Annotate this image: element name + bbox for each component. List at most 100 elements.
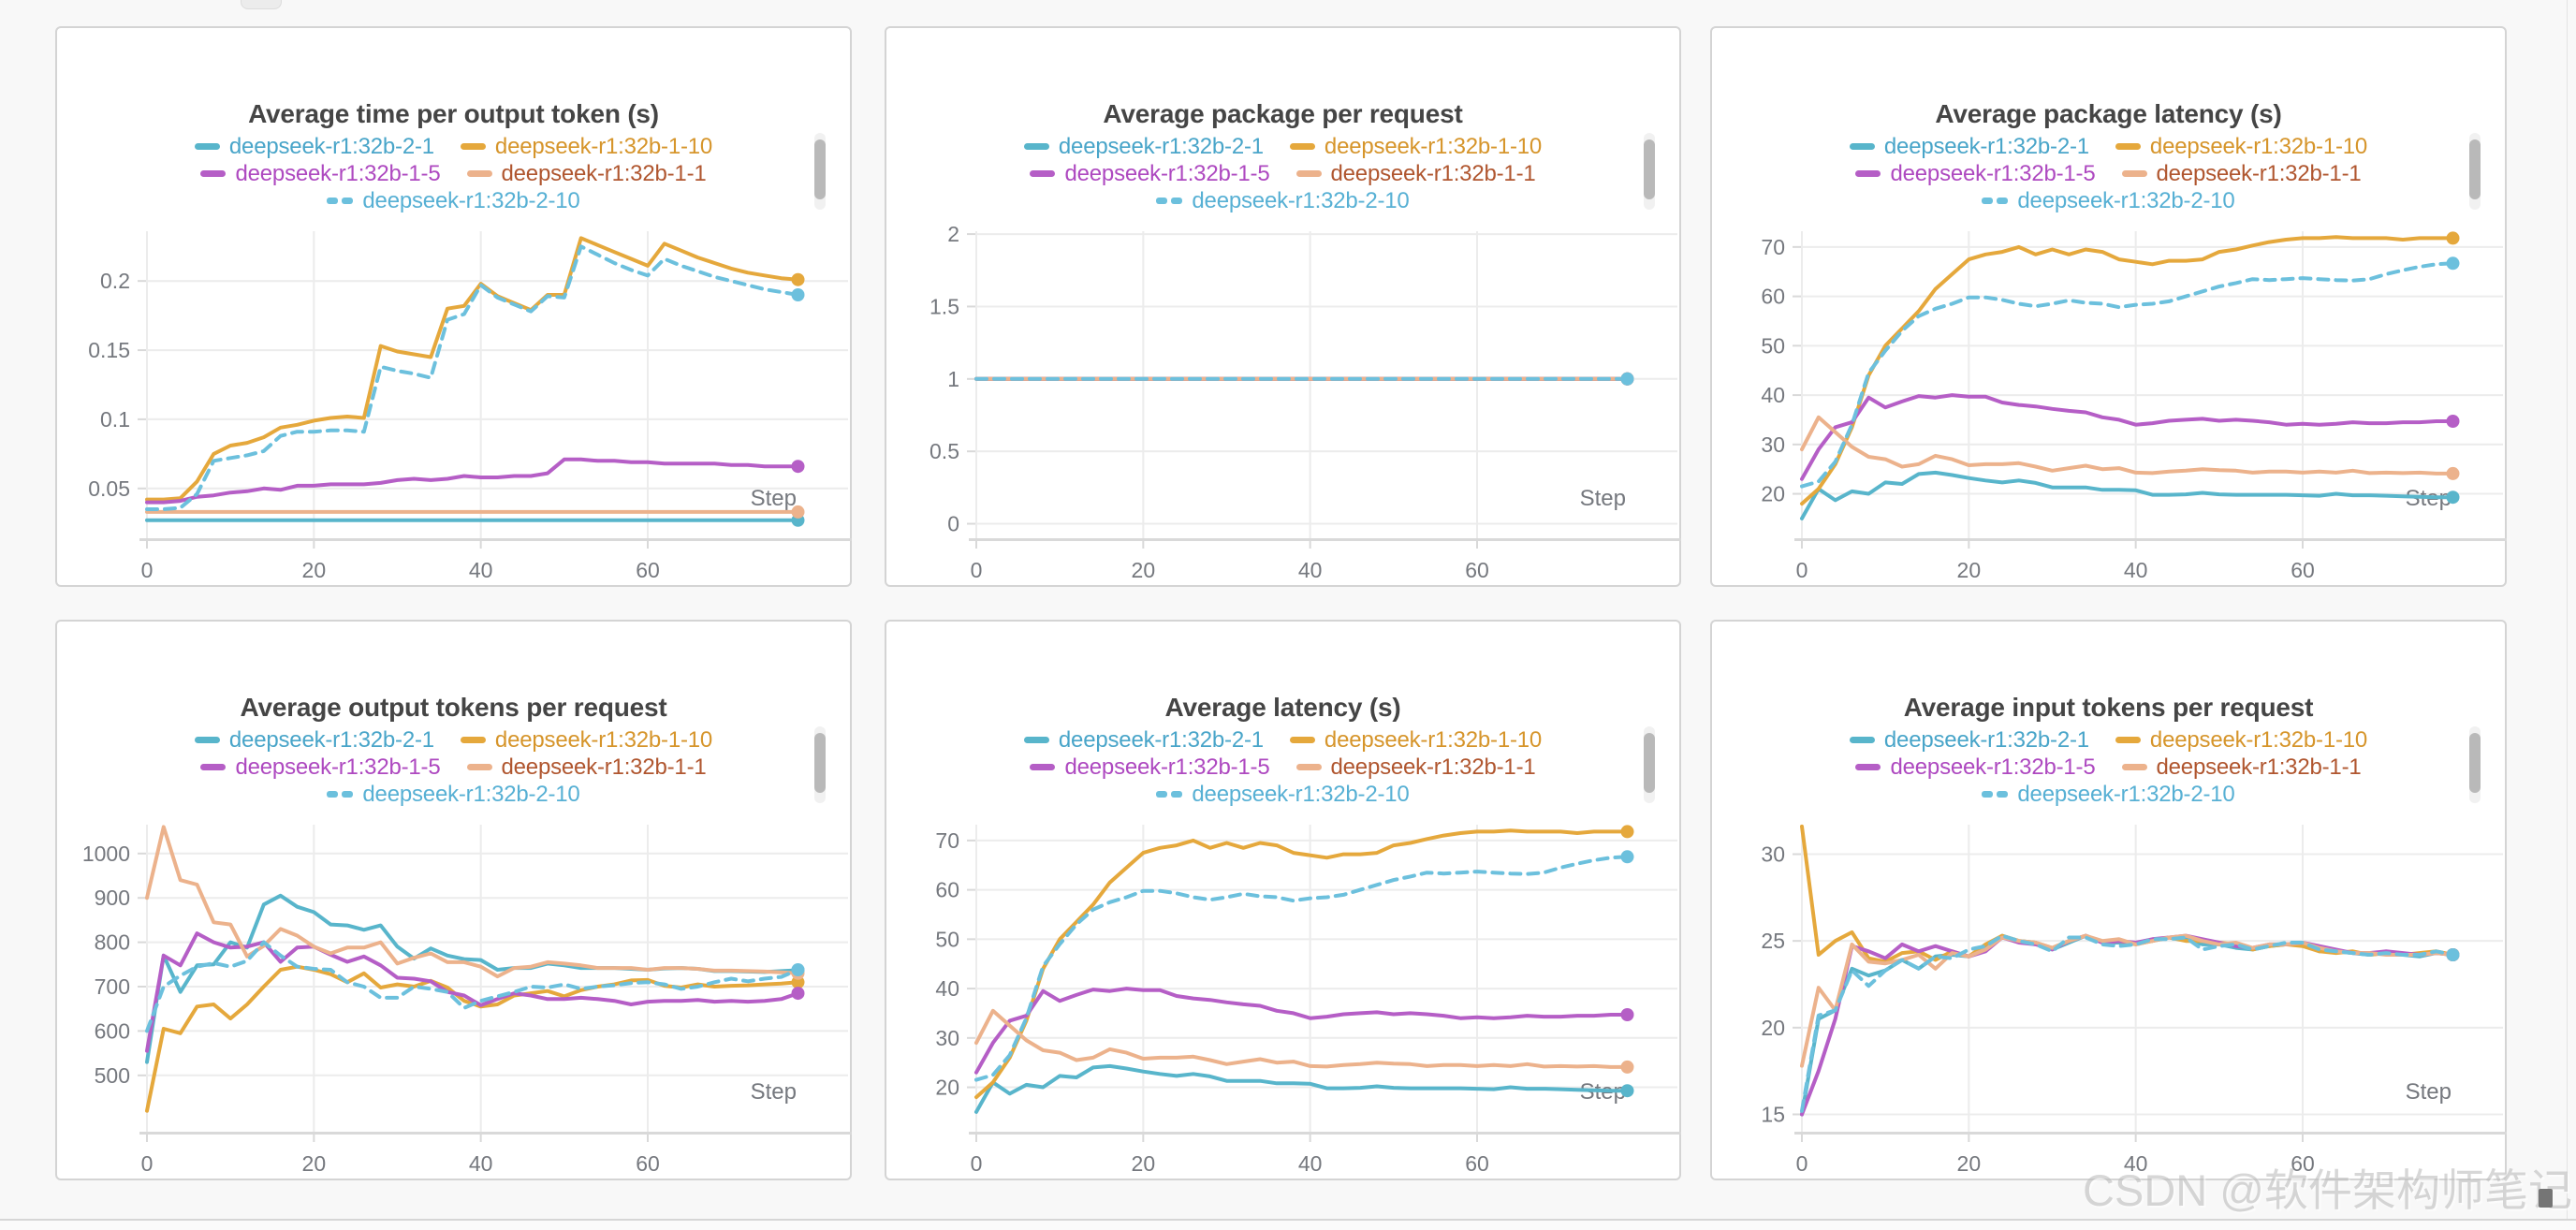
series-endpoint-dot[interactable] [2446,256,2460,271]
legend-scrollbar[interactable] [814,726,826,803]
y-tick-label: 15 [1761,1102,1785,1126]
legend-item-deepseek-r1-32b-2-10[interactable]: deepseek-r1:32b-2-10 [327,782,580,808]
bottom-scrollbar-track[interactable] [0,1221,2576,1230]
series-line-deepseek-r1-32b-1-1[interactable] [974,1008,1630,1069]
series-line-deepseek-r1-32b-1-1[interactable] [1800,415,2455,476]
legend-item-deepseek-r1-32b-1-10[interactable]: deepseek-r1:32b-1-10 [2115,727,2367,754]
series-line-deepseek-r1-32b-2-1[interactable] [145,893,800,1064]
y-tick-label: 0.15 [88,338,130,362]
legend-item-deepseek-r1-32b-2-1[interactable]: deepseek-r1:32b-2-1 [1849,727,2089,754]
chart-plot-canvas[interactable]: 0 20 40 60 0.05 0.1 0.15 0.2 Step [57,28,854,589]
legend-item-deepseek-r1-32b-1-5[interactable]: deepseek-r1:32b-1-5 [200,754,441,781]
legend-item-deepseek-r1-32b-1-10[interactable]: deepseek-r1:32b-1-10 [1289,726,1543,754]
legend-scrollbar[interactable] [1644,726,1655,803]
legend-item-label: deepseek-r1:32b-1-10 [2149,726,2368,753]
legend-item-deepseek-r1-32b-1-1[interactable]: deepseek-r1:32b-1-1 [466,754,707,781]
series-endpoint-dot[interactable] [791,987,805,1001]
y-tick-label: 60 [1761,285,1785,309]
legend-item-deepseek-r1-32b-1-1[interactable]: deepseek-r1:32b-1-1 [2121,754,2362,781]
chart-plot-canvas[interactable]: 0 20 40 60 15 20 25 30 Step [1712,622,2509,1182]
legend-item-label: deepseek-r1:32b-1-10 [1324,726,1543,753]
series-line-deepseek-r1-32b-1-5[interactable] [145,931,800,1053]
series-endpoint-dot[interactable] [791,505,805,519]
legend-item-deepseek-r1-32b-1-5[interactable]: deepseek-r1:32b-1-5 [200,160,441,187]
legend-item-deepseek-r1-32b-1-10[interactable]: deepseek-r1:32b-1-10 [2115,134,2367,160]
legend-item-deepseek-r1-32b-1-5[interactable]: deepseek-r1:32b-1-5 [1855,160,2096,187]
legend-item-deepseek-r1-32b-2-1[interactable]: deepseek-r1:32b-2-1 [194,134,434,160]
series-line-deepseek-r1-32b-1-10[interactable] [974,828,1630,1100]
legend-scrollbar-thumb[interactable] [814,733,826,793]
series-line-deepseek-r1-32b-2-10[interactable] [145,940,800,1033]
legend-scrollbar-thumb[interactable] [2469,139,2481,199]
legend-item-deepseek-r1-32b-1-5[interactable]: deepseek-r1:32b-1-5 [1030,161,1270,187]
legend-item-deepseek-r1-32b-1-5[interactable]: deepseek-r1:32b-1-5 [1855,754,2096,781]
series-endpoint-dot[interactable] [791,272,805,286]
legend-item-deepseek-r1-32b-1-1[interactable]: deepseek-r1:32b-1-1 [1295,161,1536,187]
x-tick-label: 60 [636,1151,660,1176]
chart-plot-canvas[interactable]: 0 20 40 60 500 600 700 800 900 1000 Step [57,622,854,1182]
series-endpoint-dot[interactable] [1620,372,1634,386]
legend-item-deepseek-r1-32b-2-1[interactable]: deepseek-r1:32b-2-1 [194,727,434,754]
legend-scrollbar-thumb[interactable] [2469,733,2481,793]
page-scrollbar-thumb[interactable] [2539,1189,2553,1208]
series-endpoint-dot[interactable] [2446,466,2460,480]
legend-scrollbar-thumb[interactable] [1644,733,1655,793]
legend-item-deepseek-r1-32b-1-5[interactable]: deepseek-r1:32b-1-5 [1030,754,1270,781]
series-endpoint-dot[interactable] [2446,231,2460,245]
legend-item-deepseek-r1-32b-1-10[interactable]: deepseek-r1:32b-1-10 [460,134,712,160]
series-line-deepseek-r1-32b-2-10[interactable] [145,244,800,511]
legend-item-deepseek-r1-32b-2-10[interactable]: deepseek-r1:32b-2-10 [1982,188,2235,214]
series-line-deepseek-r1-32b-2-1[interactable] [974,1063,1630,1114]
legend-scrollbar[interactable] [2469,133,2481,210]
series-endpoint-dot[interactable] [791,963,805,976]
series-endpoint-dot[interactable] [1620,1008,1634,1021]
series-endpoint-dot[interactable] [1620,850,1634,864]
series-line-deepseek-r1-32b-1-5[interactable] [145,457,800,505]
legend-item-deepseek-r1-32b-1-1[interactable]: deepseek-r1:32b-1-1 [1295,754,1536,781]
series-line-deepseek-r1-32b-2-10[interactable] [1800,933,2455,1113]
x-tick-label: 20 [1132,558,1156,582]
legend-item-deepseek-r1-32b-1-10[interactable]: deepseek-r1:32b-1-10 [460,727,712,754]
legend-item-deepseek-r1-32b-2-1[interactable]: deepseek-r1:32b-2-1 [1023,134,1264,160]
series-endpoint-dot[interactable] [1620,825,1634,839]
series-line-deepseek-r1-32b-1-10[interactable] [145,964,800,1113]
legend-item-deepseek-r1-32b-2-10[interactable]: deepseek-r1:32b-2-10 [1156,782,1410,808]
legend-item-deepseek-r1-32b-2-1[interactable]: deepseek-r1:32b-2-1 [1849,134,2089,160]
series-endpoint-dot[interactable] [791,288,805,301]
series-line-deepseek-r1-32b-1-1[interactable] [145,825,800,979]
legend-item-deepseek-r1-32b-2-1[interactable]: deepseek-r1:32b-2-1 [1023,727,1264,754]
series-line-deepseek-r1-32b-1-5[interactable] [1800,393,2455,481]
series-endpoint-dot[interactable] [791,460,805,474]
series-line-deepseek-r1-32b-2-10[interactable] [1800,261,2455,489]
series-line-deepseek-r1-32b-1-10[interactable] [145,236,800,502]
series-endpoint-dot[interactable] [2446,491,2460,505]
legend-scrollbar[interactable] [814,133,826,210]
legend-scrollbar-thumb[interactable] [1644,139,1655,199]
series-endpoint-dot[interactable] [1620,1084,1634,1098]
legend-item-deepseek-r1-32b-2-10[interactable]: deepseek-r1:32b-2-10 [1982,782,2235,808]
legend-item-label: deepseek-r1:32b-1-5 [1890,160,2096,186]
top-cutoff-button[interactable] [241,0,282,9]
y-tick-label: 0 [947,512,959,536]
bottom-divider [0,1219,2576,1221]
legend-scrollbar[interactable] [2469,726,2481,803]
legend-scrollbar-thumb[interactable] [814,139,826,199]
legend-item-deepseek-r1-32b-2-10[interactable]: deepseek-r1:32b-2-10 [1156,188,1410,214]
legend-item-label: deepseek-r1:32b-1-5 [235,160,441,186]
series-endpoint-dot[interactable] [2446,415,2460,428]
series-line-deepseek-r1-32b-2-1[interactable] [1800,470,2455,520]
chart-plot-canvas[interactable]: 0 20 40 60 0 0.5 1 1.5 2 Step [886,28,1683,589]
legend-item-deepseek-r1-32b-2-10[interactable]: deepseek-r1:32b-2-10 [327,188,580,214]
series-line-deepseek-r1-32b-2-10[interactable] [974,855,1630,1082]
series-endpoint-dot[interactable] [1620,1060,1634,1074]
legend-swatch-icon [1030,170,1056,177]
series-endpoint-dot[interactable] [2446,948,2460,961]
series-line-deepseek-r1-32b-1-10[interactable] [1800,235,2455,506]
series-line-deepseek-r1-32b-1-5[interactable] [974,987,1630,1075]
legend-scrollbar[interactable] [1644,133,1655,210]
legend-item-deepseek-r1-32b-1-1[interactable]: deepseek-r1:32b-1-1 [2121,161,2362,187]
legend-item-deepseek-r1-32b-1-10[interactable]: deepseek-r1:32b-1-10 [1289,134,1542,160]
legend-item-deepseek-r1-32b-1-1[interactable]: deepseek-r1:32b-1-1 [466,161,707,187]
